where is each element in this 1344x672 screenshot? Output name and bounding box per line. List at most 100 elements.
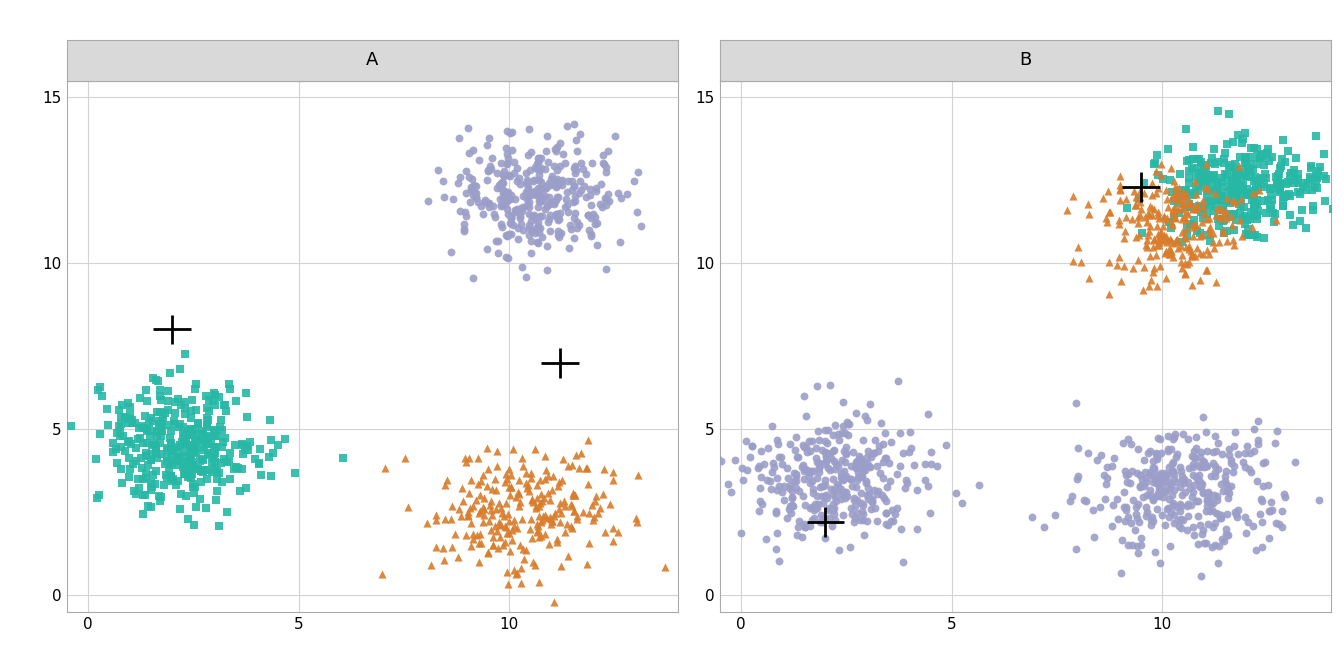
Point xyxy=(602,536,624,546)
Point xyxy=(1218,488,1239,499)
Point xyxy=(1163,518,1184,529)
Point xyxy=(548,480,570,491)
Point xyxy=(515,271,536,282)
Point xyxy=(546,182,567,193)
Point xyxy=(593,150,614,161)
Point xyxy=(540,514,562,525)
Point xyxy=(172,429,194,440)
Point xyxy=(890,524,911,535)
Point xyxy=(1220,480,1242,491)
Point xyxy=(1164,468,1185,479)
Point xyxy=(1161,220,1183,230)
Point xyxy=(90,428,112,439)
Point xyxy=(1067,470,1089,481)
Point xyxy=(512,543,534,554)
Point xyxy=(168,422,190,433)
Point xyxy=(1288,174,1309,185)
Point xyxy=(835,448,856,458)
Point xyxy=(1191,207,1212,218)
Point xyxy=(771,487,793,497)
Point xyxy=(519,230,540,241)
Point xyxy=(543,511,564,521)
Point xyxy=(1145,470,1167,481)
Point xyxy=(1168,182,1189,193)
Point xyxy=(573,164,594,175)
Point xyxy=(1146,503,1168,514)
Point xyxy=(1199,249,1220,259)
Point xyxy=(1214,154,1235,165)
Point xyxy=(563,196,585,206)
Point xyxy=(501,212,523,223)
Point xyxy=(1238,464,1259,475)
Point xyxy=(202,452,223,463)
Point xyxy=(1247,439,1269,450)
Point xyxy=(1302,200,1324,211)
Point xyxy=(1165,212,1187,223)
Point xyxy=(1212,216,1234,226)
Point xyxy=(566,450,587,460)
Point xyxy=(130,452,152,463)
Point xyxy=(1188,168,1210,179)
Point xyxy=(550,560,571,571)
Point xyxy=(1146,239,1168,250)
Point xyxy=(1189,519,1211,530)
Point xyxy=(1164,202,1185,212)
Point xyxy=(132,474,153,485)
Point xyxy=(578,508,599,519)
Point xyxy=(98,419,120,430)
Point xyxy=(133,423,155,433)
Point xyxy=(482,540,504,550)
Point xyxy=(1171,523,1192,534)
Point xyxy=(1175,267,1196,278)
Point xyxy=(1181,249,1203,259)
Point xyxy=(1189,274,1211,285)
Point xyxy=(538,157,559,168)
Point xyxy=(1183,231,1204,242)
Point xyxy=(1142,242,1164,253)
Point xyxy=(1269,181,1290,192)
Point xyxy=(1192,411,1214,422)
Point xyxy=(581,200,602,210)
Point xyxy=(823,446,844,456)
Point xyxy=(935,439,957,450)
Point xyxy=(136,425,157,436)
Point xyxy=(425,515,446,526)
Point xyxy=(1163,434,1184,445)
Point xyxy=(1204,276,1226,287)
Point xyxy=(1137,208,1159,219)
Point xyxy=(466,196,488,207)
Point xyxy=(1246,195,1267,206)
Point xyxy=(1180,202,1202,213)
Point xyxy=(593,158,614,169)
Point xyxy=(1093,193,1114,204)
Point xyxy=(1228,215,1250,226)
Point xyxy=(806,491,828,501)
Point xyxy=(835,472,856,483)
Point xyxy=(835,456,856,467)
Point xyxy=(526,190,547,200)
Point xyxy=(120,409,141,420)
Point xyxy=(1110,194,1132,205)
Point xyxy=(1269,178,1290,189)
Point xyxy=(1064,398,1086,409)
Point xyxy=(160,425,181,436)
Point xyxy=(563,490,585,501)
Point xyxy=(530,196,551,206)
Point xyxy=(860,461,882,472)
Point xyxy=(821,521,843,532)
Point xyxy=(1167,501,1188,512)
Point xyxy=(1223,240,1245,251)
Point xyxy=(852,435,874,446)
Point xyxy=(872,472,894,483)
Point xyxy=(851,470,872,481)
Point xyxy=(1161,206,1183,217)
Point xyxy=(218,456,239,467)
Point xyxy=(1111,535,1133,546)
Point xyxy=(91,390,113,401)
Point xyxy=(1199,228,1220,239)
Point xyxy=(814,475,836,486)
Point xyxy=(535,146,556,157)
Point xyxy=(823,498,844,509)
Point xyxy=(508,501,530,511)
Point xyxy=(1154,468,1176,478)
